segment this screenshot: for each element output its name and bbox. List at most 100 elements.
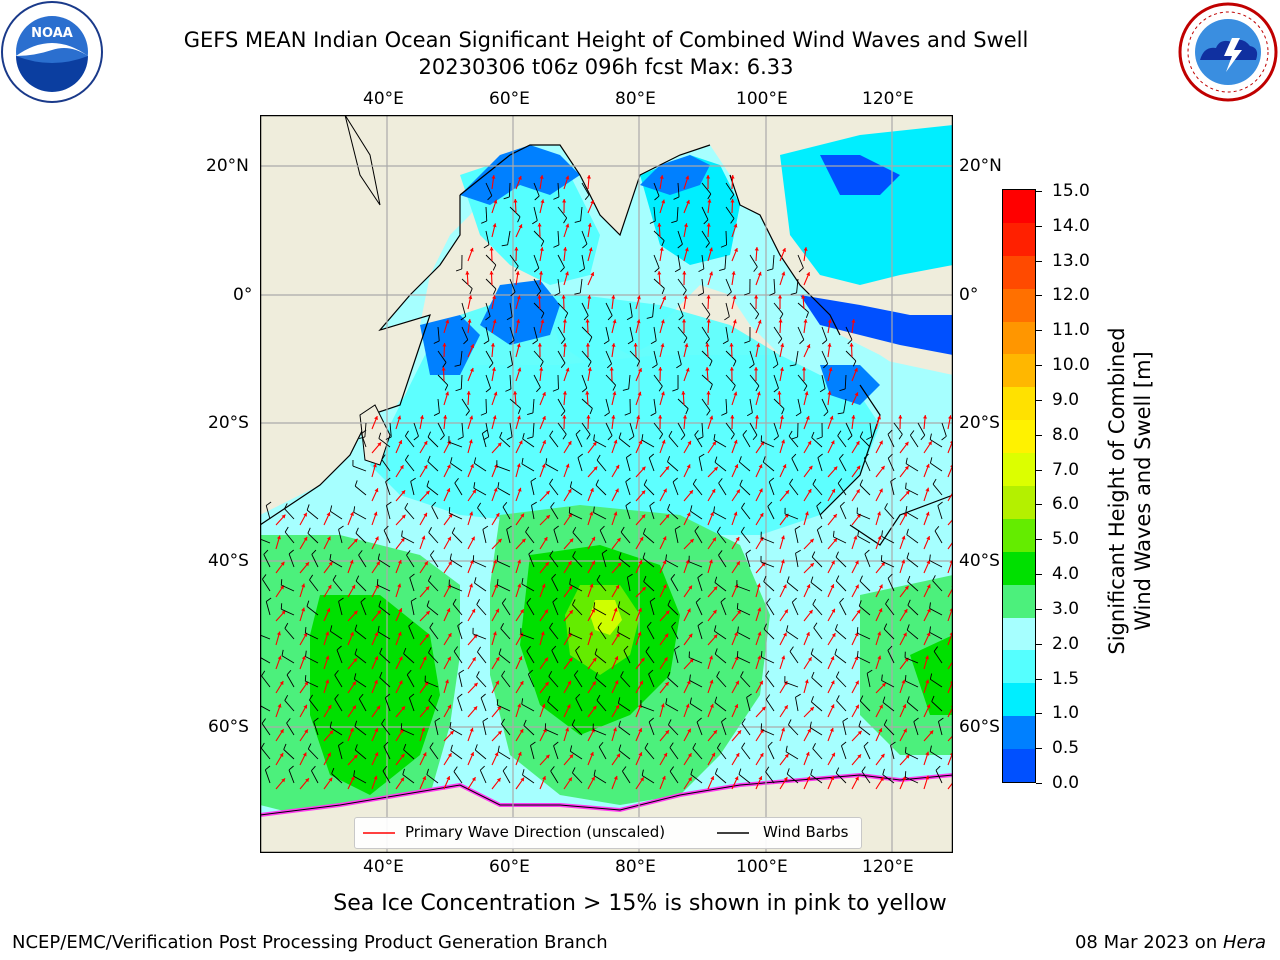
wave-arrow-head bbox=[925, 487, 930, 492]
wave-arrow-head bbox=[857, 754, 862, 759]
wave-arrow-head bbox=[929, 730, 934, 735]
wave-arrow-head bbox=[447, 633, 452, 638]
colorbar-tick-label: 8.0 bbox=[1052, 424, 1080, 445]
wind-barb bbox=[641, 439, 655, 448]
wave-arrow-head bbox=[806, 776, 811, 781]
wave-arrow-head bbox=[472, 657, 476, 662]
wind-barb bbox=[881, 535, 895, 544]
wind-barb-flag bbox=[627, 573, 633, 578]
wind-barb-flag bbox=[753, 266, 758, 272]
wave-arrow-head bbox=[806, 272, 811, 277]
footer-right: 08 Mar 2023 on Hera bbox=[1075, 932, 1266, 953]
wind-barb bbox=[437, 422, 445, 436]
wind-barb-flag bbox=[571, 719, 576, 726]
wind-barb bbox=[906, 701, 919, 712]
wind-barb-flag bbox=[852, 360, 857, 367]
wind-barb-flag bbox=[890, 741, 896, 746]
wave-arrow-head bbox=[637, 631, 642, 636]
wave-arrow-head bbox=[544, 657, 548, 662]
wind-barb bbox=[497, 751, 511, 760]
wind-barb-flag bbox=[476, 599, 480, 605]
wind-barb bbox=[907, 581, 919, 592]
wind-barb bbox=[551, 650, 559, 664]
wind-barb bbox=[260, 538, 271, 544]
wave-arrow-head bbox=[589, 583, 594, 588]
wind-barbs-swatch bbox=[717, 832, 749, 834]
wind-barb-flag bbox=[698, 268, 705, 273]
wave-arrow-head bbox=[537, 223, 542, 227]
wind-barb-flag bbox=[766, 598, 771, 604]
wind-barb-flag bbox=[338, 741, 344, 746]
wind-barb bbox=[426, 605, 439, 616]
wind-barb-flag bbox=[553, 244, 560, 248]
wind-barb-flag bbox=[309, 694, 313, 701]
wind-barb-flag bbox=[553, 741, 559, 747]
wind-barb bbox=[791, 458, 799, 472]
wind-barb bbox=[426, 486, 439, 496]
wave-arrow-head bbox=[705, 343, 710, 347]
wave-arrow-head bbox=[561, 295, 566, 299]
wind-barb bbox=[788, 724, 799, 736]
wind-barb bbox=[309, 579, 319, 592]
wind-barb bbox=[690, 774, 703, 784]
wave-arrow-head bbox=[706, 295, 711, 299]
wave-arrow-head bbox=[568, 513, 572, 518]
wind-barb-flag bbox=[261, 670, 266, 677]
wave-arrow-head bbox=[633, 343, 638, 347]
wind-barb-flag bbox=[502, 765, 508, 772]
wind-barb-flag bbox=[906, 552, 910, 559]
wind-barb-flag bbox=[929, 745, 932, 752]
wind-barb-flag bbox=[617, 626, 620, 633]
wind-barb-flag bbox=[726, 291, 732, 297]
wind-barb-flag bbox=[521, 457, 524, 464]
wind-barb-flag bbox=[612, 384, 617, 391]
wind-barb-flag bbox=[881, 530, 883, 537]
wind-barb-flag bbox=[586, 434, 591, 440]
footer-left: NCEP/EMC/Verification Post Processing Pr… bbox=[12, 932, 608, 953]
wind-barb-flag bbox=[536, 387, 541, 393]
wind-barb bbox=[429, 747, 439, 760]
wind-barb-flag bbox=[689, 697, 692, 704]
wind-barb bbox=[737, 656, 751, 664]
wind-barb bbox=[811, 701, 823, 712]
wind-barb-flag bbox=[898, 433, 903, 440]
colorbar-label: Significant Height of Combined Wind Wave… bbox=[1100, 327, 1160, 654]
wind-barbs-legend-label: Wind Barbs bbox=[763, 823, 849, 841]
wind-barb bbox=[581, 302, 589, 316]
wave-arrow-head bbox=[538, 271, 544, 275]
wind-barb-flag bbox=[787, 719, 792, 726]
wind-barb bbox=[452, 603, 463, 616]
wind-barb bbox=[890, 481, 895, 496]
wind-barb bbox=[496, 465, 511, 472]
wind-barb-flag bbox=[530, 477, 537, 482]
wind-barb bbox=[450, 462, 463, 472]
wind-barb bbox=[765, 675, 775, 688]
wave-arrow-head bbox=[425, 586, 430, 591]
wind-barb-flag bbox=[907, 575, 911, 582]
colorbar-tick-mark bbox=[1036, 330, 1042, 332]
wind-barb-flag bbox=[594, 672, 598, 679]
wind-barb bbox=[569, 512, 583, 520]
wind-barb bbox=[640, 705, 655, 712]
wave-arrow-head bbox=[857, 730, 862, 735]
wave-arrow-head bbox=[539, 175, 544, 179]
wave-arrow-head bbox=[328, 777, 333, 782]
wind-barb-flag bbox=[887, 429, 893, 435]
wind-barb bbox=[383, 746, 391, 760]
wind-barb-flag bbox=[480, 693, 486, 699]
wind-barb bbox=[485, 326, 490, 341]
wave-arrow-head bbox=[713, 730, 717, 735]
wave-arrow-head bbox=[422, 656, 427, 661]
wave-arrow-head bbox=[492, 295, 497, 300]
wind-barb bbox=[760, 537, 775, 544]
wind-barb-flag bbox=[905, 482, 907, 489]
wind-barb-flag bbox=[523, 719, 527, 726]
wind-barb-flag bbox=[694, 526, 699, 532]
wave-arrow-head bbox=[567, 441, 572, 446]
wind-barb bbox=[773, 326, 783, 339]
wind-barb bbox=[568, 632, 583, 640]
wind-barb-flag bbox=[551, 645, 557, 651]
wind-barb-flag bbox=[713, 433, 716, 441]
wave-arrow-head bbox=[473, 706, 478, 711]
wave-arrow-head bbox=[353, 754, 358, 759]
